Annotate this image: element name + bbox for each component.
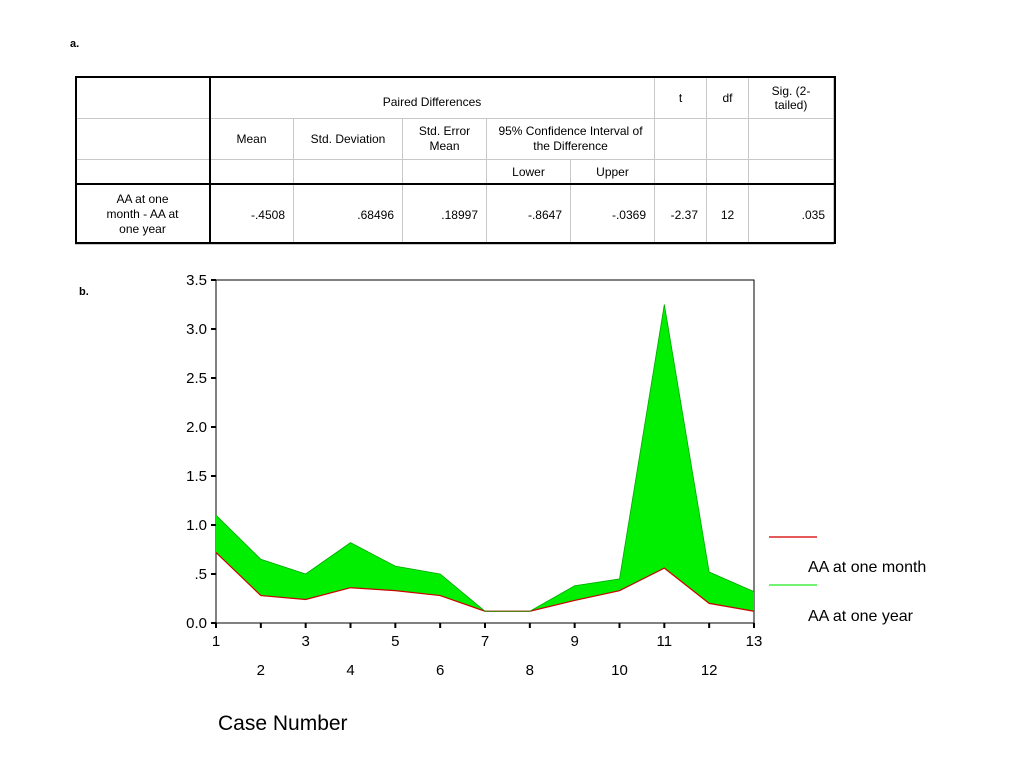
area-fill-layer — [216, 304, 754, 612]
y-tick-label: 2.0 — [186, 419, 207, 436]
empty-cell — [706, 159, 749, 185]
series-lines-layer — [215, 304, 755, 612]
x-tick-label: 6 — [436, 662, 444, 679]
axes-layer: 0.0.51.01.52.02.53.03.51 3 5 7 9 11 132 4 6 8 10 12 — [186, 272, 762, 679]
row-label: AA at one month - AA at one year — [75, 184, 210, 245]
empty-cell — [209, 159, 294, 185]
y-tick-label: .5 — [194, 566, 207, 583]
x-tick-label: 11 — [657, 633, 673, 650]
x-tick-label: 10 — [611, 662, 628, 679]
cell-lower: -.8647 — [486, 184, 571, 245]
panel-a-label: a. — [70, 38, 80, 50]
x-tick-label: 4 — [346, 662, 354, 679]
y-tick-label: 3.0 — [186, 321, 207, 338]
x-tick-label: 8 — [526, 662, 534, 679]
y-tick-label: 1.5 — [186, 468, 207, 485]
paired-samples-table: Paired Differences t df Sig. (2-tailed) … — [75, 76, 834, 245]
x-tick-label: 2 — [257, 662, 265, 679]
x-tick-label: 3 — [301, 633, 309, 650]
x-tick-label: 5 — [391, 633, 399, 650]
cell-std-error-mean: .18997 — [402, 184, 487, 245]
cell-df: 12 — [706, 184, 749, 245]
cell-std-deviation: .68496 — [293, 184, 403, 245]
col-confidence-interval: 95% Confidence Interval of the Differenc… — [486, 118, 655, 160]
empty-cell — [402, 159, 487, 185]
empty-cell — [748, 159, 834, 185]
x-tick-label: 12 — [701, 662, 718, 679]
header-sig-text: Sig. (2-tailed) — [771, 83, 811, 112]
col-confidence-interval-text: 95% Confidence Interval of the Differenc… — [498, 124, 643, 153]
header-sig: Sig. (2-tailed) — [748, 76, 834, 119]
x-tick-label: 7 — [481, 633, 489, 650]
x-tick-label: 1 — [212, 633, 220, 650]
area-fill — [216, 304, 754, 612]
col-upper: Upper — [570, 159, 655, 185]
y-tick-label: 1.0 — [186, 517, 207, 534]
legend-label-one-month: AA at one month — [808, 559, 926, 576]
panel-b-label: b. — [79, 286, 89, 298]
empty-cell — [748, 118, 834, 160]
cell-mean: -.4508 — [209, 184, 294, 245]
legend-label-one-year: AA at one year — [808, 608, 914, 625]
legend: AA at one month AA at one year — [769, 536, 926, 625]
row-label-text: AA at one month - AA at one year — [106, 192, 179, 236]
cell-sig: .035 — [748, 184, 834, 245]
empty-cell — [654, 159, 707, 185]
x-axis-label: Case Number — [218, 712, 348, 735]
x-tick-label: 9 — [570, 633, 578, 650]
x-tick-label: 13 — [746, 633, 763, 650]
col-std-error-mean-text: Std. Error Mean — [418, 124, 471, 153]
y-tick-label: 0.0 — [186, 615, 207, 632]
y-tick-label: 2.5 — [186, 370, 207, 387]
y-tick-label: 3.5 — [186, 272, 207, 289]
series-line-one-year — [215, 304, 755, 612]
col-mean: Mean — [209, 118, 294, 160]
